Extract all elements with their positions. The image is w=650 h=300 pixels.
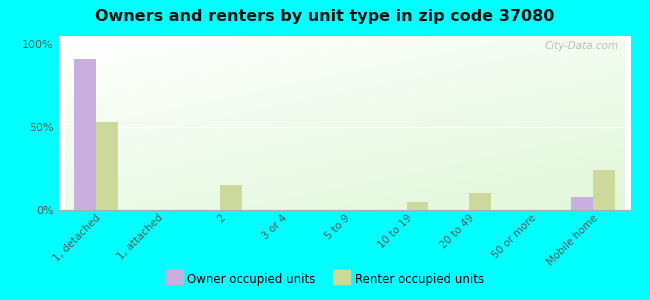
Bar (220, 185, 242, 210)
Bar (407, 202, 428, 210)
Bar (571, 197, 593, 210)
Legend: Owner occupied units, Renter occupied units: Owner occupied units, Renter occupied un… (161, 269, 489, 291)
Bar (96, 122, 118, 210)
Text: Owners and renters by unit type in zip code 37080: Owners and renters by unit type in zip c… (96, 9, 554, 24)
Text: City-Data.com: City-Data.com (545, 41, 619, 51)
Bar (593, 170, 615, 210)
Bar (74, 59, 96, 210)
Bar (469, 194, 491, 210)
